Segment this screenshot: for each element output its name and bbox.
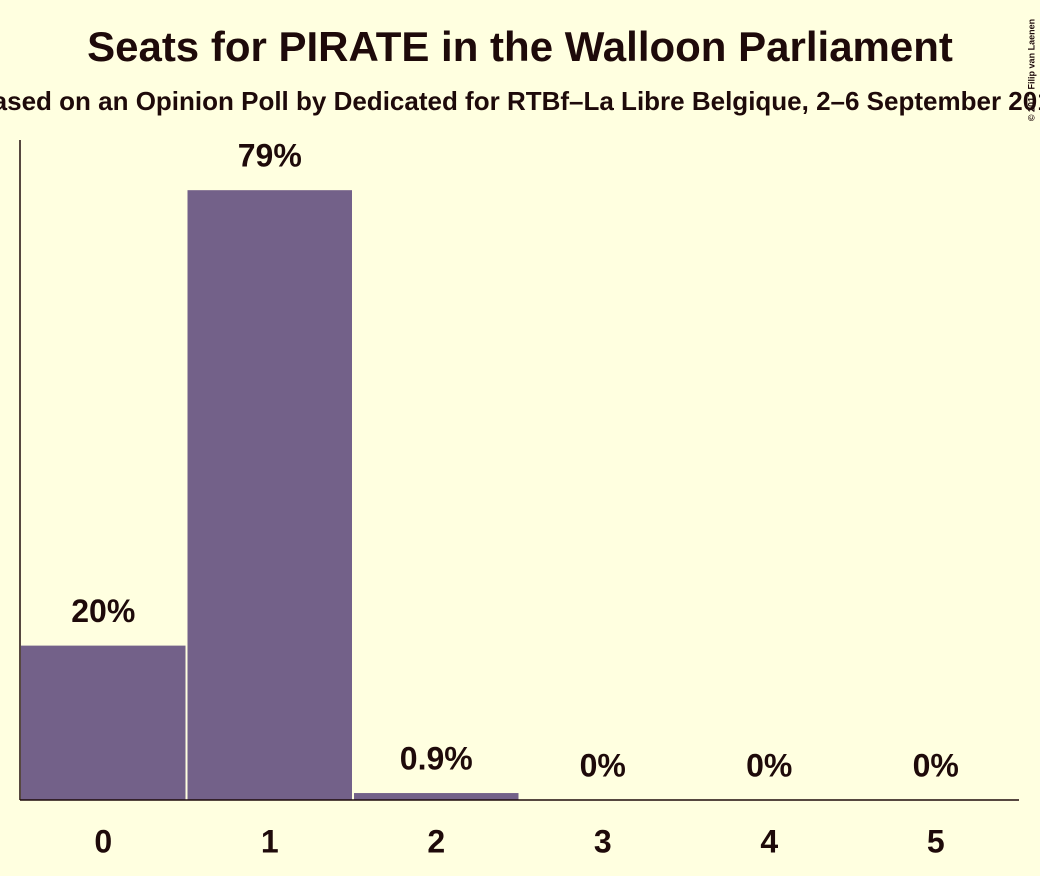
value-label: 0% — [913, 747, 959, 783]
x-tick-label: 5 — [927, 823, 945, 859]
x-tick-label: 2 — [427, 823, 445, 859]
x-tick-label: 4 — [760, 823, 778, 859]
copyright: © 2017 Filip van Laenen — [1026, 19, 1036, 121]
x-tick-label: 1 — [261, 823, 279, 859]
bar — [187, 190, 352, 801]
value-label: 0% — [580, 747, 626, 783]
chart-title: Seats for PIRATE in the Walloon Parliame… — [87, 23, 953, 70]
value-label: 20% — [71, 593, 135, 629]
bar — [354, 793, 519, 800]
chart-subtitle: Based on an Opinion Poll by Dedicated fo… — [0, 86, 1040, 116]
value-label: 0.9% — [400, 741, 473, 777]
value-label: 79% — [238, 138, 302, 174]
x-tick-label: 0 — [94, 823, 112, 859]
bar — [21, 645, 186, 800]
x-tick-label: 3 — [594, 823, 612, 859]
value-label: 0% — [746, 747, 792, 783]
